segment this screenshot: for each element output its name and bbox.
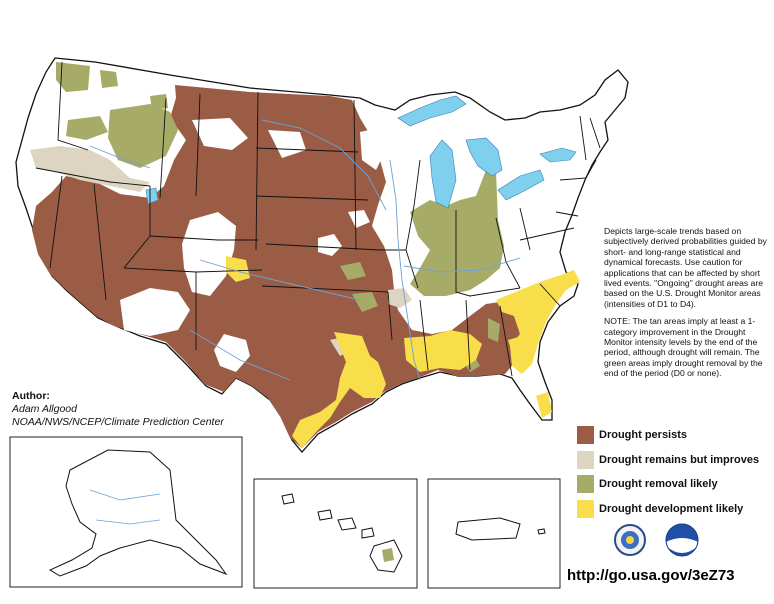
drought-development-areas <box>226 256 580 448</box>
legend-label: Drought remains but improves <box>599 453 760 466</box>
legend-swatch <box>577 450 594 469</box>
legend-label: Drought removal likely <box>599 478 718 490</box>
great-lakes <box>145 95 577 209</box>
legend-swatch <box>577 426 594 444</box>
note-paragraph: NOTE: The tan areas imply at least a 1-c… <box>604 316 763 379</box>
legend-label: Drought development likely <box>599 502 744 515</box>
state-borders <box>35 61 601 377</box>
drought-persists-areas <box>32 85 522 448</box>
legend-swatch <box>577 475 594 493</box>
hawaii-removal <box>382 548 394 562</box>
description-paragraph: Depicts large-scale trends based on subj… <box>604 226 767 309</box>
hawaii-islands <box>281 493 403 573</box>
department-of-commerce-seal <box>614 524 646 556</box>
drought-removal-areas <box>56 62 504 372</box>
description-note: Depicts large-scale trends based on subj… <box>604 226 772 386</box>
short-url-link[interactable]: http://go.usa.gov/3eZ73 <box>567 567 735 584</box>
legend-label: Drought persists <box>599 429 688 441</box>
rivers <box>89 119 521 381</box>
puerto-rico <box>455 517 521 541</box>
alaska-land <box>48 449 228 577</box>
legend-swatch <box>577 499 594 518</box>
alaska-rivers <box>89 489 161 525</box>
virgin-islands <box>537 528 546 535</box>
author-heading: Author: <box>12 390 50 402</box>
author-organization: NOAA/NWS/NCEP/Climate Prediction Center <box>12 416 224 428</box>
author-block: Author: Adam Allgood NOAA/NWS/NCEP/Clima… <box>12 390 224 429</box>
noaa-logo <box>665 523 699 557</box>
author-name: Adam Allgood <box>12 403 77 415</box>
